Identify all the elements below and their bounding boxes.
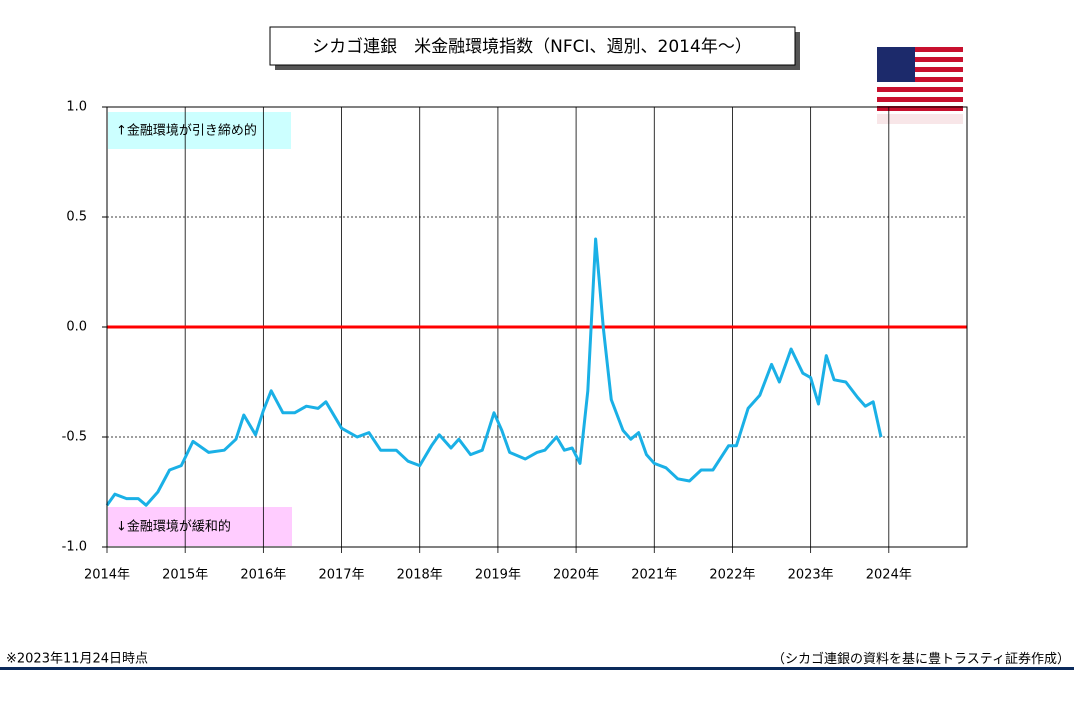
x-tick-label: 2019年 [475,568,521,583]
lower-box [108,507,292,546]
y-tick-label: -0.5 [62,430,87,445]
x-tick-label: 2016年 [240,568,286,583]
x-tick-label: 2022年 [709,568,755,583]
footer-rule [0,667,1074,670]
source-wrap: （シカゴ連銀の資料を基に豊トラスティ証券作成） [772,652,1070,667]
chart-title: シカゴ連銀 米金融環境指数（NFCI、週別、2014年～） [312,36,752,57]
x-tick-label: 2018年 [397,568,443,583]
x-tick-label: 2014年 [84,568,130,583]
data-line [105,237,883,507]
upper-annotation: ↑金融環境が引き締め的 [116,123,257,139]
y-tick-label: -1.0 [62,540,87,555]
y-tick-label: 0.0 [66,320,87,335]
x-tick-label: 2023年 [788,568,834,583]
title-box [269,26,796,66]
footnote: ※2023年11月24日時点 [6,652,148,667]
plot-frame [106,106,968,548]
x-tick-label: 2024年 [866,568,912,583]
y-tick-label: 1.0 [66,100,87,115]
x-tick-label: 2015年 [162,568,208,583]
x-tick-label: 2021年 [631,568,677,583]
x-tick-label: 2020年 [553,568,599,583]
source: （シカゴ連銀の資料を基に豊トラスティ証券作成） [772,652,1070,667]
us-flag [877,47,963,124]
x-tick-label: 2017年 [318,568,364,583]
y-tick-label: 0.5 [66,210,87,225]
lower-annotation: ↓金融環境が緩和的 [116,519,231,535]
upper-box [108,112,291,149]
